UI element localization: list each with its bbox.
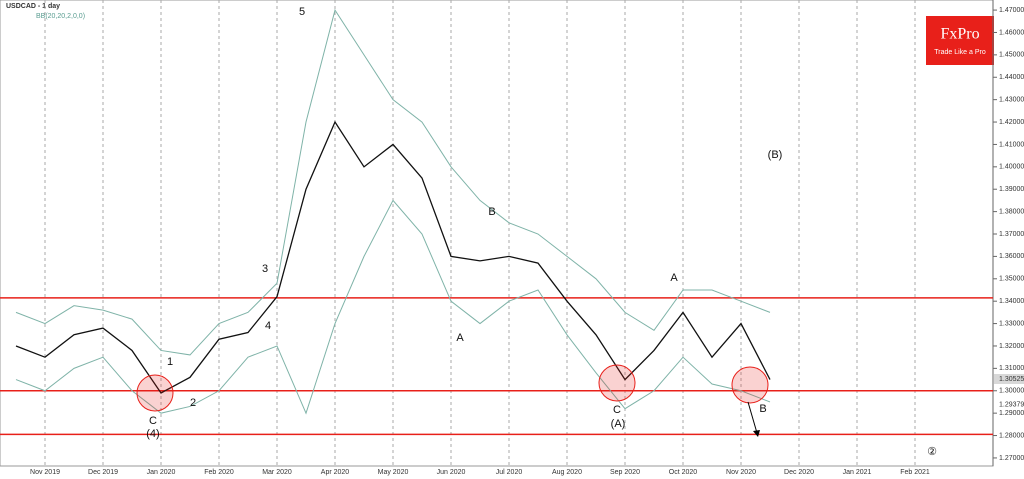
- x-tick-label: Jan 2021: [843, 469, 872, 476]
- x-tick-label: Dec 2020: [784, 469, 814, 476]
- price-label: 1.29379: [999, 402, 1024, 409]
- x-tick-label: Jun 2020: [437, 469, 466, 476]
- forecast-arrow: [747, 401, 758, 434]
- x-tick-label: Oct 2020: [669, 469, 698, 476]
- wave-label: ②: [927, 446, 937, 458]
- y-tick-label: 1.44000: [999, 74, 1024, 81]
- x-tick-label: Aug 2020: [552, 469, 582, 476]
- y-tick-label: 1.33000: [999, 320, 1024, 327]
- x-tick-label: Feb 2021: [900, 469, 930, 476]
- wave-label: 4: [265, 320, 271, 332]
- y-tick-label: 1.28000: [999, 432, 1024, 439]
- wave-label: (4): [146, 428, 159, 440]
- wave-label: (A): [611, 418, 626, 430]
- logo-brand: FxPro: [940, 26, 979, 43]
- x-tick-label: Jan 2020: [147, 469, 176, 476]
- indicator-label: BB(20,20,2,0,0): [36, 13, 85, 20]
- x-tick-label: Apr 2020: [321, 469, 350, 476]
- y-tick-label: 1.41000: [999, 141, 1024, 148]
- wave-label: (B): [768, 149, 783, 161]
- y-tick-label: 1.46000: [999, 29, 1024, 36]
- x-tick-label: Dec 2019: [88, 469, 118, 476]
- wave-label: 5: [299, 6, 305, 18]
- x-tick-label: Mar 2020: [262, 469, 292, 476]
- wave-label: B: [488, 206, 495, 218]
- y-tick-label: 1.38000: [999, 208, 1024, 215]
- logo-box: [926, 16, 994, 65]
- x-tick-label: Nov 2020: [726, 469, 756, 476]
- y-tick-label: 1.45000: [999, 52, 1024, 59]
- x-tick-label: Feb 2020: [204, 469, 234, 476]
- highlight-circle: [136, 374, 174, 412]
- highlight-circle: [731, 366, 769, 404]
- wave-label: 1: [167, 356, 173, 368]
- y-tick-label: 1.30000: [999, 388, 1024, 395]
- y-tick-label: 1.42000: [999, 119, 1024, 126]
- y-tick-label: 1.27000: [999, 455, 1024, 462]
- y-tick-label: 1.34000: [999, 298, 1024, 305]
- y-tick-label: 1.36000: [999, 253, 1024, 260]
- logo-tagline: Trade Like a Pro: [934, 49, 986, 56]
- x-tick-label: Sep 2020: [610, 469, 640, 476]
- wave-label: C: [613, 404, 621, 416]
- y-tick-label: 1.31000: [999, 365, 1024, 372]
- y-tick-label: 1.39000: [999, 186, 1024, 193]
- wave-label: 2: [190, 397, 196, 409]
- highlight-circle: [598, 364, 636, 402]
- y-tick-label: 1.35000: [999, 276, 1024, 283]
- wave-label: A: [456, 332, 464, 344]
- wave-label: 3: [262, 263, 268, 275]
- y-tick-label: 1.47000: [999, 7, 1024, 14]
- wave-label: B: [759, 403, 766, 415]
- arrow-head: [753, 430, 760, 437]
- x-tick-label: May 2020: [378, 469, 409, 476]
- x-tick-label: Jul 2020: [496, 469, 523, 476]
- lower-band: [15, 199, 771, 415]
- x-tick-label: Nov 2019: [30, 469, 60, 476]
- price-label-box: [994, 374, 1024, 385]
- y-tick-label: 1.37000: [999, 231, 1024, 238]
- price-line: [15, 120, 771, 394]
- plot-frame: [0, 0, 994, 467]
- y-tick-label: 1.32000: [999, 343, 1024, 350]
- y-tick-label: 1.29000: [999, 410, 1024, 417]
- price-label: 1.30525: [999, 376, 1024, 383]
- chart-title: USDCAD - 1 day: [6, 3, 60, 10]
- wave-label: A: [670, 272, 678, 284]
- y-tick-label: 1.40000: [999, 164, 1024, 171]
- wave-label: C: [149, 415, 157, 427]
- upper-band: [15, 8, 771, 356]
- y-tick-label: 1.43000: [999, 96, 1024, 103]
